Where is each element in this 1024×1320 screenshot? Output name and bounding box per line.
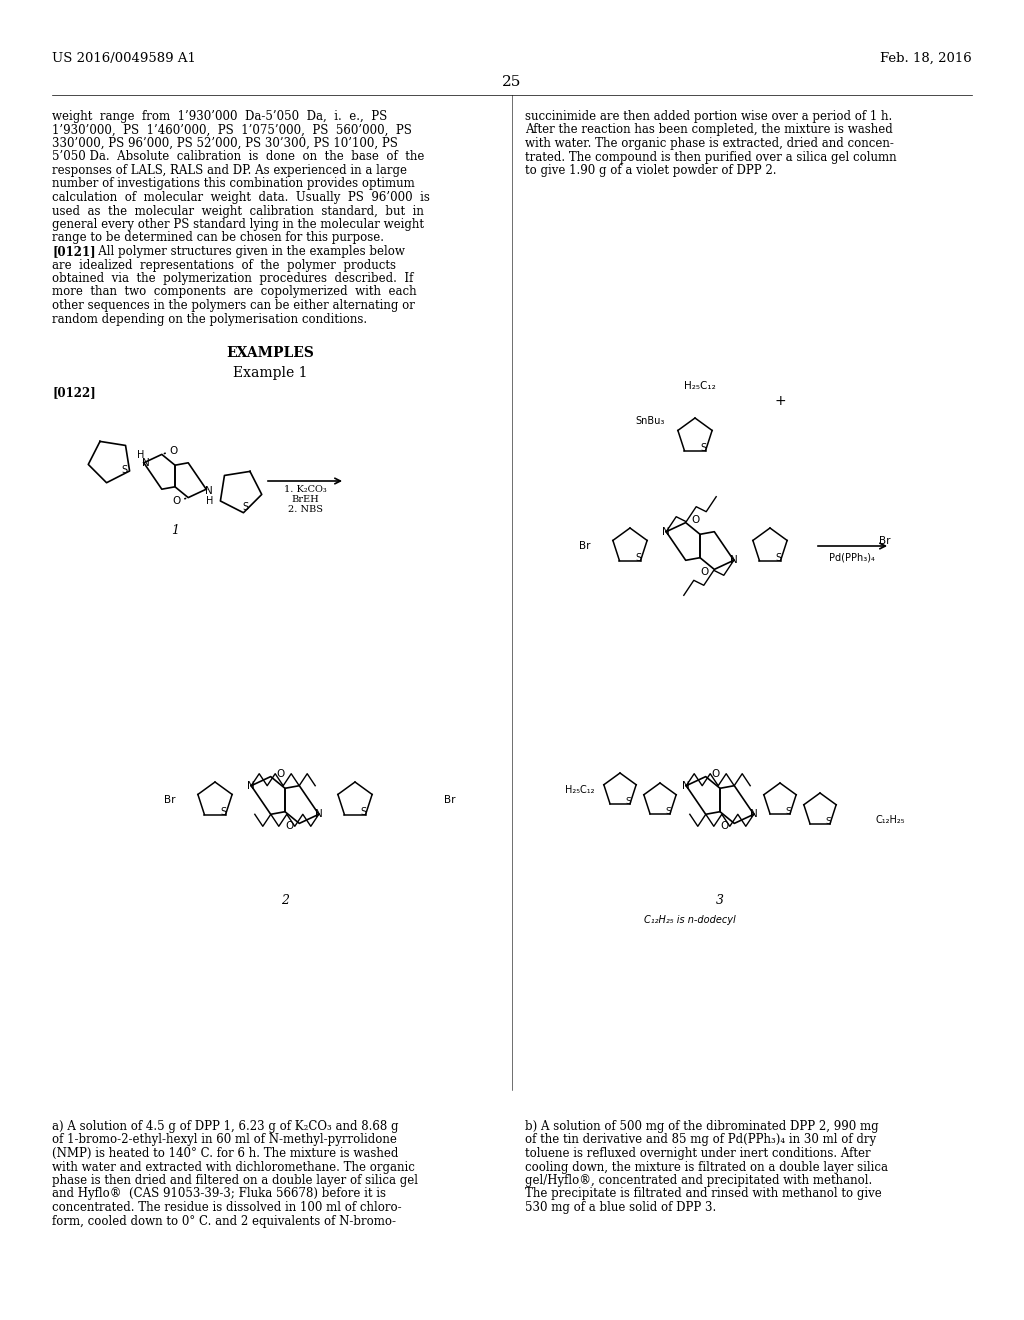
Text: Example 1: Example 1 bbox=[232, 366, 307, 380]
Text: concentrated. The residue is dissolved in 100 ml of chloro-: concentrated. The residue is dissolved i… bbox=[52, 1201, 401, 1214]
Text: of the tin derivative and 85 mg of Pd(PPh₃)₄ in 30 ml of dry: of the tin derivative and 85 mg of Pd(PP… bbox=[525, 1134, 877, 1147]
Text: general every other PS standard lying in the molecular weight: general every other PS standard lying in… bbox=[52, 218, 424, 231]
Text: +: + bbox=[774, 393, 785, 408]
Text: with water. The organic phase is extracted, dried and concen-: with water. The organic phase is extract… bbox=[525, 137, 894, 150]
Text: After the reaction has been completed, the mixture is washed: After the reaction has been completed, t… bbox=[525, 124, 893, 136]
Text: (NMP) is heated to 140° C. for 6 h. The mixture is washed: (NMP) is heated to 140° C. for 6 h. The … bbox=[52, 1147, 398, 1160]
Text: responses of LALS, RALS and DP. As experienced in a large: responses of LALS, RALS and DP. As exper… bbox=[52, 164, 407, 177]
Text: Pd(PPh₃)₄: Pd(PPh₃)₄ bbox=[829, 553, 874, 564]
Text: S: S bbox=[360, 807, 367, 817]
Text: N: N bbox=[248, 780, 255, 791]
Text: All polymer structures given in the examples below: All polymer structures given in the exam… bbox=[87, 246, 404, 257]
Text: more  than  two  components  are  copolymerized  with  each: more than two components are copolymeriz… bbox=[52, 285, 417, 298]
Text: The precipitate is filtrated and rinsed with methanol to give: The precipitate is filtrated and rinsed … bbox=[525, 1188, 882, 1200]
Text: range to be determined can be chosen for this purpose.: range to be determined can be chosen for… bbox=[52, 231, 384, 244]
Text: 530 mg of a blue solid of DPP 3.: 530 mg of a blue solid of DPP 3. bbox=[525, 1201, 716, 1214]
Text: of 1-bromo-2-ethyl-hexyl in 60 ml of N-methyl-pyrrolidone: of 1-bromo-2-ethyl-hexyl in 60 ml of N-m… bbox=[52, 1134, 397, 1147]
Text: N: N bbox=[682, 780, 690, 791]
Text: [0122]: [0122] bbox=[52, 385, 96, 399]
Text: 3: 3 bbox=[716, 894, 724, 907]
Text: other sequences in the polymers can be either alternating or: other sequences in the polymers can be e… bbox=[52, 300, 415, 312]
Text: 1’930’000,  PS  1’460’000,  PS  1’075’000,  PS  560’000,  PS: 1’930’000, PS 1’460’000, PS 1’075’000, P… bbox=[52, 124, 412, 136]
Text: Br: Br bbox=[164, 795, 176, 805]
Text: random depending on the polymerisation conditions.: random depending on the polymerisation c… bbox=[52, 313, 368, 326]
Text: and Hyflo®  (CAS 91053-39-3; Fluka 56678) before it is: and Hyflo® (CAS 91053-39-3; Fluka 56678)… bbox=[52, 1188, 386, 1200]
Text: S: S bbox=[785, 807, 792, 816]
Text: N: N bbox=[663, 527, 670, 537]
Text: phase is then dried and filtered on a double layer of silica gel: phase is then dried and filtered on a do… bbox=[52, 1173, 418, 1187]
Text: O: O bbox=[691, 515, 699, 524]
Text: H: H bbox=[206, 496, 213, 506]
Text: 5’050 Da.  Absolute  calibration  is  done  on  the  base  of  the: 5’050 Da. Absolute calibration is done o… bbox=[52, 150, 424, 164]
Text: SnBu₃: SnBu₃ bbox=[635, 416, 665, 426]
Text: O: O bbox=[172, 495, 180, 506]
Text: b) A solution of 500 mg of the dibrominated DPP 2, 990 mg: b) A solution of 500 mg of the dibromina… bbox=[525, 1119, 879, 1133]
Text: 330’000, PS 96’000, PS 52’000, PS 30’300, PS 10’100, PS: 330’000, PS 96’000, PS 52’000, PS 30’300… bbox=[52, 137, 398, 150]
Text: N: N bbox=[730, 556, 737, 565]
Text: S: S bbox=[636, 553, 642, 564]
Text: number of investigations this combination provides optimum: number of investigations this combinatio… bbox=[52, 177, 415, 190]
Text: Feb. 18, 2016: Feb. 18, 2016 bbox=[881, 51, 972, 65]
Text: Br: Br bbox=[880, 536, 891, 546]
Text: N: N bbox=[142, 458, 150, 467]
Text: S: S bbox=[776, 553, 782, 564]
Text: gel/Hyflo®, concentrated and precipitated with methanol.: gel/Hyflo®, concentrated and precipitate… bbox=[525, 1173, 872, 1187]
Text: 2. NBS: 2. NBS bbox=[288, 504, 323, 513]
Text: S: S bbox=[221, 807, 227, 817]
Text: EXAMPLES: EXAMPLES bbox=[226, 346, 314, 360]
Text: toluene is refluxed overnight under inert conditions. After: toluene is refluxed overnight under iner… bbox=[525, 1147, 870, 1160]
Text: S: S bbox=[242, 502, 248, 512]
Text: cooling down, the mixture is filtrated on a double layer silica: cooling down, the mixture is filtrated o… bbox=[525, 1160, 888, 1173]
Text: N: N bbox=[206, 486, 213, 496]
Text: [0121]: [0121] bbox=[52, 246, 95, 257]
Text: S: S bbox=[666, 807, 671, 816]
Text: BrEH: BrEH bbox=[291, 495, 318, 503]
Text: O: O bbox=[700, 568, 709, 577]
Text: 2: 2 bbox=[281, 894, 289, 907]
Text: US 2016/0049589 A1: US 2016/0049589 A1 bbox=[52, 51, 196, 65]
Text: trated. The compound is then purified over a silica gel column: trated. The compound is then purified ov… bbox=[525, 150, 897, 164]
Text: Br: Br bbox=[580, 541, 591, 550]
Text: O: O bbox=[712, 768, 720, 779]
Text: calculation  of  molecular  weight  data.  Usually  PS  96’000  is: calculation of molecular weight data. Us… bbox=[52, 191, 430, 205]
Text: S: S bbox=[626, 797, 631, 805]
Text: succinimide are then added portion wise over a period of 1 h.: succinimide are then added portion wise … bbox=[525, 110, 892, 123]
Text: S: S bbox=[825, 817, 831, 826]
Text: S: S bbox=[700, 444, 707, 453]
Text: O: O bbox=[720, 821, 728, 832]
Text: N: N bbox=[315, 809, 323, 820]
Text: H₂₅C₁₂: H₂₅C₁₂ bbox=[684, 381, 716, 391]
Text: 1: 1 bbox=[171, 524, 179, 537]
Text: O: O bbox=[170, 446, 178, 457]
Text: a) A solution of 4.5 g of DPP 1, 6.23 g of K₂CO₃ and 8.68 g: a) A solution of 4.5 g of DPP 1, 6.23 g … bbox=[52, 1119, 398, 1133]
Text: C₁₂H₂₅ is n-dodecyl: C₁₂H₂₅ is n-dodecyl bbox=[644, 915, 736, 925]
Text: 25: 25 bbox=[503, 75, 521, 88]
Text: C₁₂H₂₅: C₁₂H₂₅ bbox=[876, 814, 905, 825]
Text: 1. K₂CO₃: 1. K₂CO₃ bbox=[284, 484, 327, 494]
Text: weight  range  from  1’930’000  Da-5’050  Da,  i.  e.,  PS: weight range from 1’930’000 Da-5’050 Da,… bbox=[52, 110, 387, 123]
Text: H₂₅C₁₂: H₂₅C₁₂ bbox=[565, 785, 595, 795]
Text: N: N bbox=[750, 809, 758, 820]
Text: used  as  the  molecular  weight  calibration  standard,  but  in: used as the molecular weight calibration… bbox=[52, 205, 424, 218]
Text: obtained  via  the  polymerization  procedures  described.  If: obtained via the polymerization procedur… bbox=[52, 272, 414, 285]
Text: H: H bbox=[137, 450, 144, 459]
Text: Br: Br bbox=[444, 795, 456, 805]
Text: are  idealized  representations  of  the  polymer  products: are idealized representations of the pol… bbox=[52, 259, 396, 272]
Text: S: S bbox=[122, 465, 128, 475]
Text: to give 1.90 g of a violet powder of DPP 2.: to give 1.90 g of a violet powder of DPP… bbox=[525, 164, 776, 177]
Text: O: O bbox=[276, 768, 285, 779]
Text: O: O bbox=[285, 821, 294, 832]
Text: with water and extracted with dichloromethane. The organic: with water and extracted with dichlorome… bbox=[52, 1160, 415, 1173]
Text: form, cooled down to 0° C. and 2 equivalents of N-bromo-: form, cooled down to 0° C. and 2 equival… bbox=[52, 1214, 396, 1228]
